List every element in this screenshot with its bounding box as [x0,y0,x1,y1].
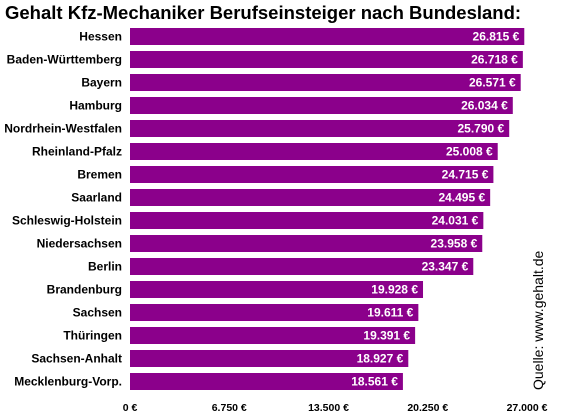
category-label: Hessen [79,30,122,44]
x-axis-ticks: 0 € 6.750 € 13.500 € 20.250 € 27.000 € [123,402,548,414]
value-label: 19.611 € [367,306,413,320]
x-tick-label: 13.500 € [308,402,349,414]
category-labels: Hessen Baden-Württemberg Bayern Hamburg Nord… [4,30,122,389]
chart-title: Gehalt Kfz-Mechaniker Berufseinsteiger n… [5,2,521,23]
bar [130,51,523,68]
category-label: Rheinland-Pfalz [32,145,122,159]
bar [130,258,474,275]
category-label: Saarland [71,191,122,205]
bar [130,373,403,390]
value-label: 23.958 € [431,237,478,251]
category-label: Nordrhein-Westfalen [4,122,122,136]
value-label: 25.008 € [446,145,493,159]
bar [130,74,521,91]
bar [130,28,525,45]
value-label: 23.347 € [422,260,469,274]
category-label: Thüringen [63,329,122,343]
value-label: 19.928 € [371,283,418,297]
bar [130,304,419,321]
category-label: Mecklenburg-Vorp. [14,375,122,389]
category-label: Sachsen-Anhalt [31,352,122,366]
bar [130,143,498,160]
x-tick-label: 6.750 € [212,402,247,414]
value-label: 19.391 € [363,329,410,343]
category-label: Schleswig-Holstein [12,214,122,228]
category-label: Hamburg [69,99,122,113]
source-note: Quelle: www.gehalt.de [530,250,546,390]
value-labels: 26.815 € 26.718 € 26.571 € 26.034 € 25.790 €… [351,30,519,389]
value-label: 24.715 € [442,168,489,182]
category-label: Sachsen [73,306,122,320]
bar [130,327,416,344]
bar [130,281,424,298]
category-label: Bremen [77,168,122,182]
bar [130,120,510,137]
value-label: 26.815 € [473,30,520,44]
category-label: Baden-Württemberg [7,53,122,67]
bar [130,212,484,229]
value-label: 24.031 € [432,214,479,228]
x-tick-label: 27.000 € [507,402,548,414]
category-label: Niedersachsen [37,237,122,251]
x-tick-label: 0 € [123,402,138,414]
category-label: Berlin [88,260,122,274]
bars-group [130,28,525,390]
value-label: 24.495 € [438,191,485,205]
value-label: 18.927 € [357,352,404,366]
x-tick-label: 20.250 € [407,402,448,414]
value-label: 26.034 € [461,99,508,113]
value-label: 25.790 € [457,122,504,136]
value-label: 26.718 € [471,53,518,67]
bar [130,350,409,367]
bar [130,235,483,252]
category-label: Bayern [81,76,122,90]
bar [130,189,491,206]
bar [130,97,513,114]
value-label: 26.571 € [469,76,516,90]
category-label: Brandenburg [47,283,122,297]
value-label: 18.561 € [351,375,398,389]
bar [130,166,494,183]
